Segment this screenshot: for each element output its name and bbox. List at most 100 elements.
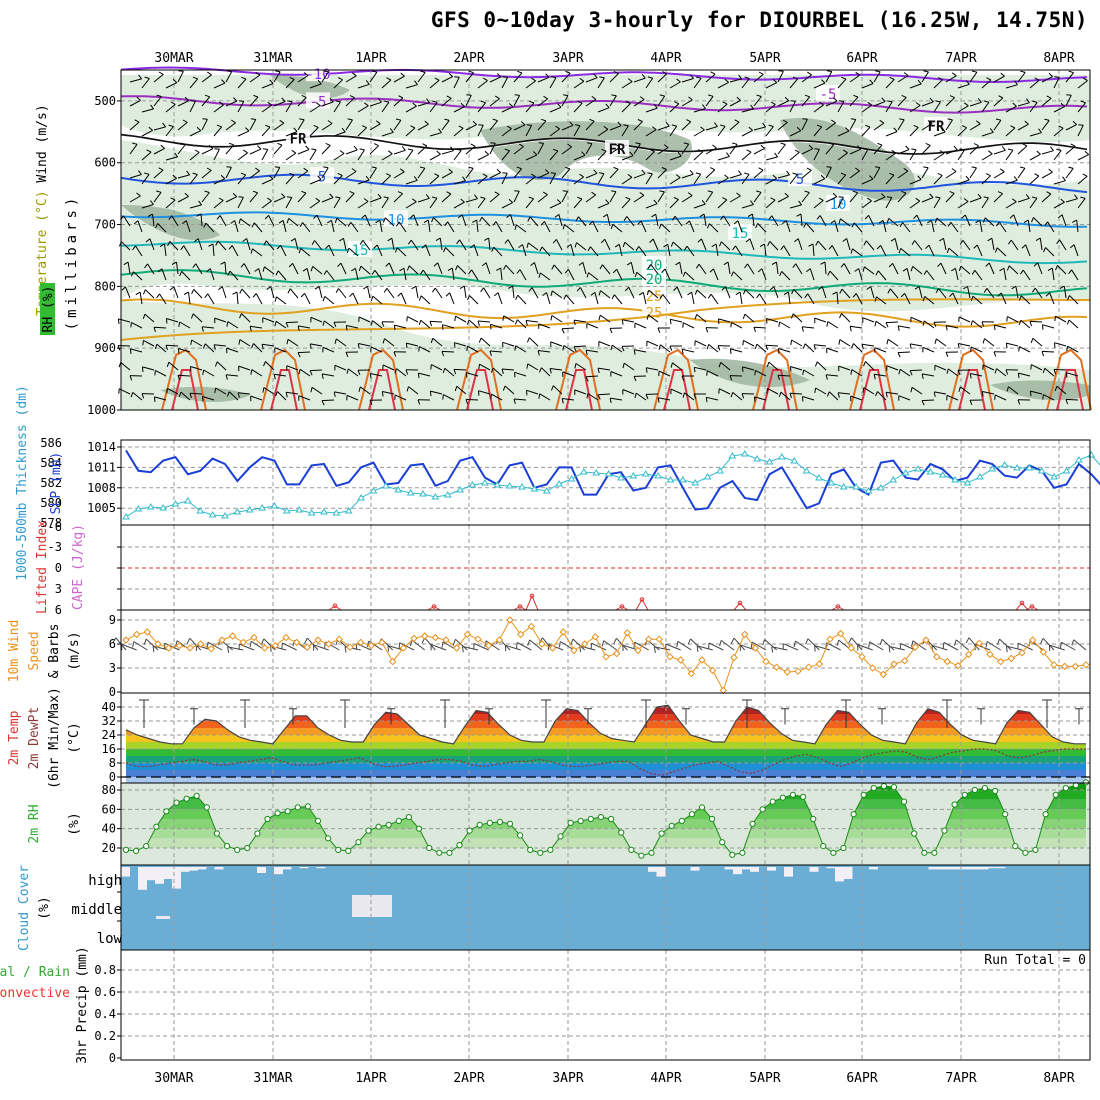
- wind-barb-feather: [662, 71, 668, 75]
- wind-barb-feather: [553, 148, 559, 152]
- wind-barb-feather: [855, 167, 860, 172]
- rh-marker: [355, 839, 362, 846]
- wind-barb: [1063, 286, 1067, 299]
- wind-barb-feather: [949, 190, 955, 194]
- wind-barb-feather: [369, 400, 373, 405]
- wind-barb: [132, 392, 143, 401]
- wind-barb-feather: [701, 199, 706, 205]
- wind-barb-feather: [156, 94, 162, 97]
- thickness-marker: [691, 479, 700, 486]
- wind-barb-feather: [889, 76, 895, 80]
- wind-barb-feather: [275, 70, 281, 73]
- wind-barb: [190, 366, 203, 371]
- thickness-marker: [654, 472, 663, 479]
- wind-barb-feather: [174, 152, 179, 158]
- wind-barb-feather: [659, 94, 665, 97]
- wind10m-barb-feather: [911, 640, 914, 647]
- wind-barb: [634, 349, 647, 353]
- wind-barb-feather: [293, 127, 298, 132]
- wind-barb-feather: [289, 172, 295, 176]
- wind-barb-feather: [1013, 176, 1018, 181]
- wind-barb: [381, 175, 391, 185]
- wind-barb: [837, 197, 844, 209]
- wind-barb-feather: [322, 320, 325, 326]
- wind-barb: [135, 245, 143, 257]
- wind-barb: [396, 368, 407, 377]
- rh-marker: [779, 794, 786, 801]
- wind-barb-feather: [888, 262, 893, 268]
- wind-barb: [225, 144, 235, 155]
- wind-barb-feather: [771, 261, 777, 265]
- wind-barb: [969, 167, 977, 179]
- wind-barb-feather: [959, 148, 965, 151]
- wind10m-barb: [900, 643, 916, 651]
- wind-barb: [201, 170, 212, 179]
- wind-barb: [652, 238, 659, 251]
- wind-barb-feather: [765, 345, 768, 351]
- wind-barb: [191, 339, 203, 347]
- wind-barb: [897, 192, 907, 203]
- wind-barb: [537, 120, 547, 131]
- wind-barb-feather: [335, 288, 340, 294]
- wind-barb: [1061, 214, 1067, 227]
- wind-barb-feather: [1018, 320, 1022, 326]
- wind10m-barb-feather: [771, 646, 774, 653]
- wind-speed-marker: [186, 644, 194, 652]
- wind-barb: [886, 365, 899, 371]
- rh-marker: [618, 829, 625, 836]
- rh-marker: [133, 847, 140, 855]
- wind-barb-feather: [814, 361, 818, 367]
- wind-barb: [852, 248, 863, 257]
- wind-barb-feather: [411, 198, 417, 203]
- wind-barb: [476, 220, 479, 233]
- wind-barb-feather: [841, 76, 847, 80]
- wind-barb-feather: [837, 392, 840, 398]
- wind10m-barb: [708, 642, 724, 651]
- wind-barb-feather: [542, 292, 547, 296]
- wind-barb-feather: [730, 392, 734, 398]
- wind-barb-feather: [790, 100, 796, 102]
- wind-barb-feather: [317, 175, 322, 180]
- wind-barb: [749, 238, 755, 251]
- wind-barb: [861, 126, 871, 137]
- wind-barb: [670, 388, 683, 395]
- wind-barb: [1049, 292, 1055, 305]
- wind-barb-feather: [689, 169, 694, 175]
- wind-barb-feather: [369, 373, 372, 379]
- wind-barb: [549, 173, 557, 185]
- wind-speed-marker: [1018, 649, 1026, 657]
- wind-barb: [766, 318, 779, 323]
- wind-barb: [189, 152, 200, 161]
- wind-barb: [485, 262, 491, 275]
- wind-barb: [969, 101, 982, 107]
- wind-barb: [514, 371, 527, 377]
- thickness-marker: [678, 476, 687, 483]
- wind-barb: [469, 295, 479, 305]
- wind-barb-feather: [1011, 285, 1017, 290]
- wind-barb-feather: [339, 150, 345, 154]
- wind-barb-feather: [720, 215, 724, 221]
- thickness-marker: [505, 482, 514, 489]
- wind-barb: [540, 272, 551, 281]
- wind-barb-feather: [945, 325, 948, 331]
- wind-barb-feather: [1006, 386, 1009, 392]
- wind-barb: [504, 385, 515, 395]
- wind-barb-feather: [136, 192, 141, 197]
- wind-barb-feather: [1066, 319, 1070, 325]
- wind-barb: [904, 293, 911, 305]
- wind-barb-feather: [605, 199, 610, 204]
- wind-barb-feather: [323, 166, 329, 169]
- wind-barb-feather: [1021, 244, 1027, 249]
- wind-barb: [945, 193, 955, 203]
- wind-barb: [171, 215, 179, 227]
- wind-barb-feather: [349, 190, 355, 194]
- rh-marker: [820, 843, 827, 850]
- wind-barb-feather: [554, 213, 560, 218]
- rh-marker: [992, 787, 999, 795]
- rh-marker: [335, 846, 342, 854]
- wind-barb: [729, 174, 742, 179]
- wind-barb-feather: [1072, 219, 1077, 223]
- wind-barb-feather: [544, 169, 550, 174]
- wind-barb-feather: [589, 118, 595, 122]
- wind-barb-feather: [237, 392, 240, 398]
